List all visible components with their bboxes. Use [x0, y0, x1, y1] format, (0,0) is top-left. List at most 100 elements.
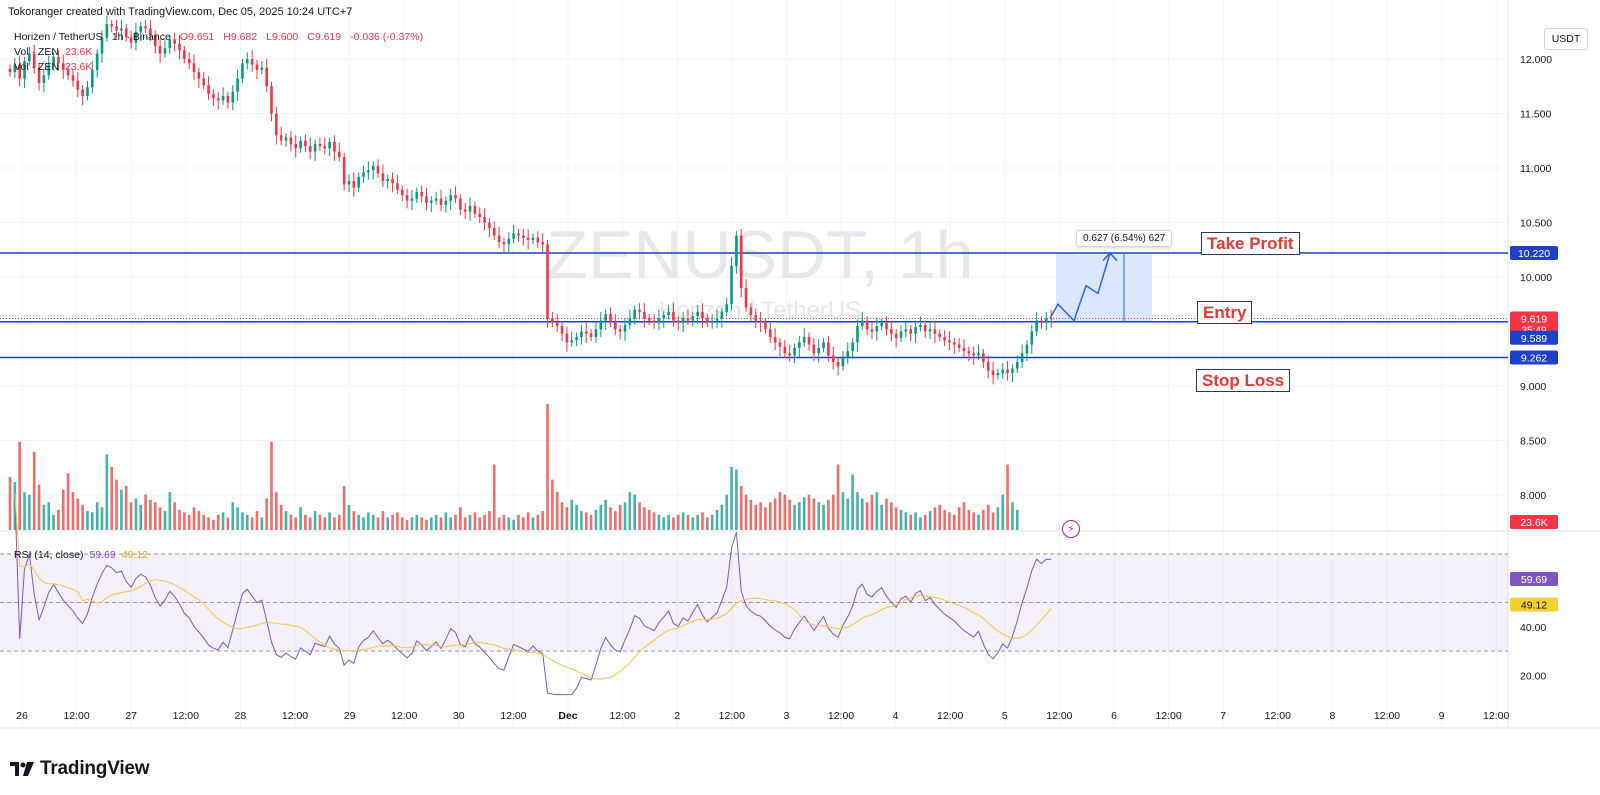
candle-body — [919, 324, 922, 328]
x-tick-label: 12:00 — [1155, 710, 1181, 722]
volume-bar — [347, 504, 351, 530]
rsi-legend: RSI (14, close) 59.69 49.12 — [14, 549, 148, 561]
volume-bar — [149, 499, 152, 530]
candle-body — [396, 183, 399, 190]
candle-body — [304, 140, 307, 147]
volume-bar — [279, 504, 283, 530]
x-tick-label: 9 — [1439, 710, 1445, 722]
candle-body — [967, 351, 971, 354]
volume-bar — [367, 512, 370, 530]
tradingview-logo-icon — [10, 762, 34, 776]
candle-body — [23, 61, 26, 79]
candle-body — [405, 195, 409, 201]
volume-bar — [168, 492, 172, 530]
volume-bar — [754, 504, 758, 530]
volume-bar — [851, 474, 854, 530]
candle-body — [371, 165, 375, 171]
volume-bar — [415, 514, 419, 530]
currency-selector[interactable]: USDT — [1544, 28, 1588, 50]
candle-body — [744, 287, 748, 308]
candle-body — [754, 315, 758, 321]
candle-body — [614, 322, 617, 330]
candle-body — [928, 329, 932, 332]
candle-body — [250, 59, 254, 65]
candle-body — [52, 56, 55, 65]
footer-brand[interactable]: TradingView — [10, 758, 150, 780]
volume-bar — [202, 514, 206, 530]
volume-bar — [628, 492, 632, 530]
candle-body — [822, 342, 825, 348]
candle-body — [1020, 353, 1024, 363]
volume-bar — [192, 507, 196, 530]
candle-body — [352, 181, 356, 188]
volume-bar — [836, 464, 840, 530]
volume-bar — [492, 464, 496, 530]
volume-bar — [638, 502, 641, 530]
candle-body — [488, 222, 491, 228]
candle-body — [8, 68, 12, 73]
stop-loss-label[interactable]: Stop Loss — [1196, 369, 1291, 392]
lightning-icon[interactable]: ⚡ — [1062, 520, 1080, 538]
volume-bar — [914, 512, 917, 530]
volume-bar — [47, 502, 51, 530]
candle-body — [851, 342, 854, 352]
projection-arrow-icon — [1102, 251, 1118, 262]
candle-body — [604, 314, 607, 321]
symbol-title[interactable]: Horizen / TetherUS · 1h · Binance — [14, 31, 171, 43]
volume-bar — [996, 507, 1000, 530]
candle-body — [589, 333, 593, 337]
volume-bar — [473, 512, 477, 530]
candle-body — [129, 37, 133, 43]
rsi-ma-last-bg — [1510, 597, 1558, 612]
volume-bar — [802, 497, 806, 530]
x-tick-label: 12:00 — [1046, 710, 1072, 722]
volume-bar — [614, 511, 617, 530]
candle-body — [245, 59, 249, 64]
candle-body — [260, 67, 264, 70]
candle-body — [473, 206, 477, 214]
candle-body — [841, 357, 845, 367]
candle-body — [909, 329, 913, 334]
volume-bar — [536, 514, 540, 530]
candle-body — [337, 151, 341, 158]
candle-body — [710, 320, 714, 323]
entry-label[interactable]: Entry — [1197, 301, 1253, 324]
candle-body — [207, 85, 210, 94]
volume-bar — [672, 517, 675, 530]
candle-body — [977, 353, 980, 356]
rsi-legend-label[interactable]: RSI (14, close) — [14, 549, 84, 561]
candle-body — [1011, 368, 1014, 373]
volume-legend-label-2[interactable]: Vol · ZEN — [14, 61, 59, 73]
candle-body — [953, 342, 956, 345]
candle-body — [37, 67, 41, 83]
volume-legend-label[interactable]: Vol · ZEN — [14, 46, 59, 58]
volume-bar — [231, 502, 235, 530]
candle-body — [894, 333, 898, 339]
volume-bar — [8, 477, 12, 530]
candle-body — [95, 53, 99, 70]
x-tick-label: 12:00 — [1265, 710, 1291, 722]
volume-bar — [342, 485, 346, 530]
take-profit-label[interactable]: Take Profit — [1201, 232, 1300, 255]
volume-bar — [904, 512, 908, 530]
volume-bar — [221, 512, 225, 530]
x-tick-label: 29 — [344, 710, 356, 722]
candle-body — [468, 206, 472, 212]
candle-body — [478, 213, 482, 218]
candle-body — [1015, 362, 1019, 369]
volume-bar — [391, 514, 394, 530]
volume-legend-value: 23.6K — [64, 46, 93, 58]
candle-body — [308, 146, 312, 152]
candle-body — [618, 329, 622, 332]
volume-bar — [95, 502, 99, 530]
candle-body — [817, 347, 821, 354]
candle-body — [459, 198, 462, 210]
candle-body — [381, 173, 385, 182]
candle-body — [187, 59, 191, 64]
candle-body — [730, 266, 733, 305]
price-tick-label: 8.500 — [1520, 436, 1546, 448]
candle-body — [173, 39, 176, 44]
volume-bar — [449, 517, 452, 530]
volume-bar — [299, 507, 302, 530]
